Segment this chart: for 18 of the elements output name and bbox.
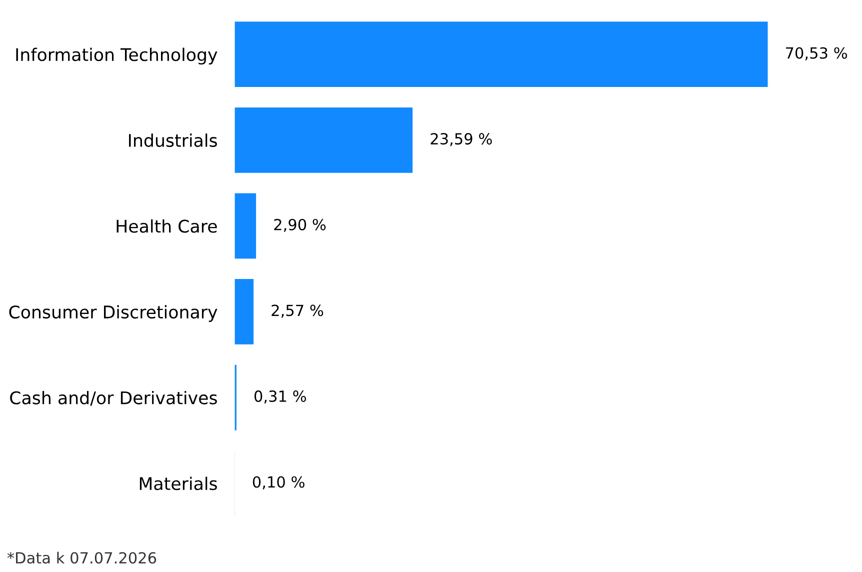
text: *Data k 07.07.2026 <box>7 552 156 564</box>
y-tick-label: Cash and/or Derivatives <box>10 390 217 406</box>
data-label: 2,57 % <box>272 304 324 318</box>
bar <box>234 364 238 431</box>
y-tick-label: Consumer Discretionary <box>9 305 218 322</box>
data-label: 23,59 % <box>430 133 492 146</box>
y-tick-label: Industrials <box>129 134 217 147</box>
y-tick-label: Information Technology <box>16 48 218 65</box>
bar <box>234 106 414 174</box>
bar <box>234 192 257 260</box>
data-label: 0,10 % <box>252 476 304 490</box>
data-label: 0,31 % <box>254 390 306 404</box>
y-tick-label: Materials <box>140 476 217 490</box>
data-label: 70,53 % <box>786 47 848 60</box>
y-tick-label: Health Care <box>116 219 217 233</box>
bar <box>234 20 768 88</box>
bar <box>234 278 254 346</box>
data-label: 2,90 % <box>274 218 326 232</box>
